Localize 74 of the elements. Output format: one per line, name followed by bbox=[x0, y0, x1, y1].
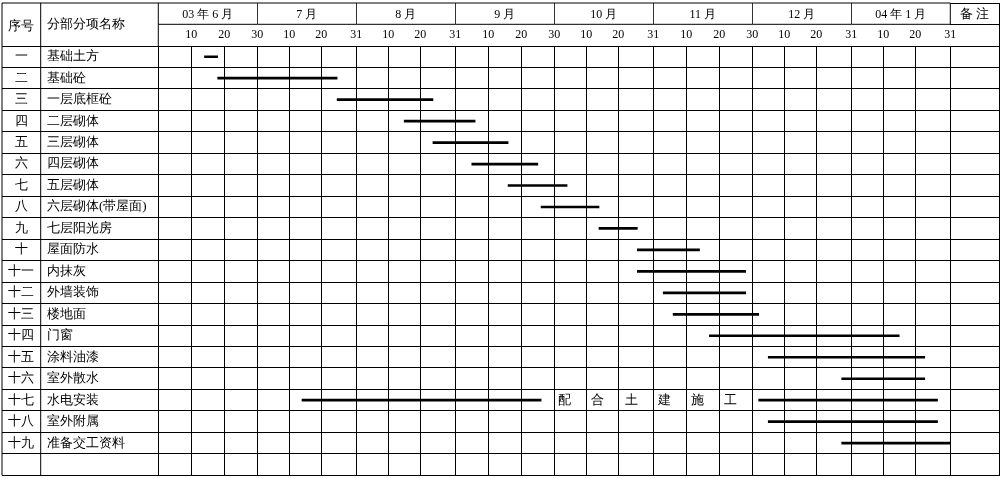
y2-tick-label: 七 bbox=[14, 176, 28, 192]
x-tick-label: 31 bbox=[944, 27, 957, 42]
x-tick-label: 30 bbox=[746, 27, 759, 42]
y-tick-label: 屋面防水 bbox=[47, 241, 99, 257]
y2-tick-label: 四 bbox=[14, 112, 28, 128]
x-tick-label: 10 bbox=[778, 27, 791, 42]
chart-title: 9 月 bbox=[494, 6, 516, 21]
y2-tick-label: 十一 bbox=[8, 262, 34, 278]
x-tick-label: 10 bbox=[283, 27, 296, 42]
x-tick-label: 20 bbox=[612, 27, 625, 42]
y-axis-title: 分部分项名称 bbox=[47, 15, 125, 31]
x-tick-label: 10 bbox=[382, 27, 395, 42]
y2-tick-label: 二 bbox=[14, 69, 28, 85]
y-tick-label: 三层砌体 bbox=[47, 134, 99, 150]
chart-title: 10 月 bbox=[590, 6, 618, 21]
chart-title: 04 年 1 月 bbox=[875, 6, 927, 21]
y2-tick-label: 八 bbox=[14, 198, 28, 214]
y-tick-label: 六层砌体(带屋面) bbox=[47, 198, 147, 214]
y-tick-label: 楼地面 bbox=[47, 305, 86, 321]
chart-title: 11 月 bbox=[689, 6, 717, 21]
x-tick-label: 31 bbox=[350, 27, 363, 42]
y-tick-label: 室外附属 bbox=[47, 413, 99, 429]
y2-tick-label: 十八 bbox=[8, 413, 34, 429]
chart-title: 03 年 6 月 bbox=[182, 6, 234, 21]
y2-tick-label: 十二 bbox=[8, 284, 34, 300]
y2-tick-label: 五 bbox=[14, 134, 28, 150]
y2-tick-label: 十四 bbox=[8, 327, 34, 343]
y2-tick-label: 九 bbox=[14, 219, 28, 235]
y2-tick-label: 十九 bbox=[8, 434, 34, 450]
y2-tick-label: 十 bbox=[14, 241, 28, 257]
y-tick-label: 七层阳光房 bbox=[47, 219, 112, 235]
y-tick-label: 准备交工资料 bbox=[47, 434, 125, 450]
x-tick-label: 20 bbox=[810, 27, 823, 42]
y2-tick-label: 三 bbox=[14, 91, 28, 107]
y2-tick-label: 十五 bbox=[8, 348, 34, 364]
x-tick-label: 10 bbox=[877, 27, 890, 42]
y-tick-label: 外墙装饰 bbox=[47, 284, 99, 300]
y-tick-label: 一层底框砼 bbox=[47, 91, 112, 107]
y-tick-label: 水电安装 bbox=[47, 391, 99, 407]
y-tick-label: 基础砼 bbox=[47, 69, 86, 85]
y-tick-label: 二层砌体 bbox=[47, 112, 99, 128]
x-tick-label: 31 bbox=[449, 27, 462, 42]
y-tick-label: 涂料油漆 bbox=[47, 348, 99, 364]
x-tick-label: 30 bbox=[251, 27, 264, 42]
y-tick-label: 门窗 bbox=[47, 327, 73, 343]
x-tick-label: 31 bbox=[845, 27, 858, 42]
y-tick-label: 五层砌体 bbox=[47, 176, 99, 192]
annotation: 配 合 土 建 施 工 bbox=[558, 392, 746, 408]
y-tick-label: 四层砌体 bbox=[47, 155, 99, 171]
x-tick-label: 20 bbox=[218, 27, 231, 42]
x-tick-label: 10 bbox=[185, 27, 198, 42]
y-tick-label: 室外散水 bbox=[47, 370, 99, 386]
y2-tick-label: 十三 bbox=[8, 305, 34, 321]
text: 备 注 bbox=[960, 6, 990, 22]
y2-axis-title: 序号 bbox=[8, 17, 35, 33]
x-tick-label: 20 bbox=[515, 27, 528, 42]
y-tick-label: 内抹灰 bbox=[47, 262, 86, 278]
y-tick-label: 基础土方 bbox=[47, 48, 99, 64]
x-tick-label: 30 bbox=[548, 27, 561, 42]
x-tick-label: 10 bbox=[680, 27, 693, 42]
y2-tick-label: 十七 bbox=[8, 391, 34, 407]
chart-title: 8 月 bbox=[395, 6, 417, 21]
chart-title: 7 月 bbox=[296, 6, 318, 21]
x-tick-label: 20 bbox=[315, 27, 328, 42]
chart-title: 12 月 bbox=[788, 6, 816, 21]
x-tick-label: 31 bbox=[647, 27, 660, 42]
x-tick-label: 20 bbox=[414, 27, 427, 42]
x-tick-label: 10 bbox=[482, 27, 495, 42]
x-tick-label: 10 bbox=[580, 27, 593, 42]
y2-tick-label: 一 bbox=[14, 48, 28, 64]
x-tick-label: 20 bbox=[713, 27, 726, 42]
x-tick-label: 20 bbox=[909, 27, 922, 42]
y2-tick-label: 十六 bbox=[8, 370, 34, 386]
y2-tick-label: 六 bbox=[14, 155, 28, 171]
